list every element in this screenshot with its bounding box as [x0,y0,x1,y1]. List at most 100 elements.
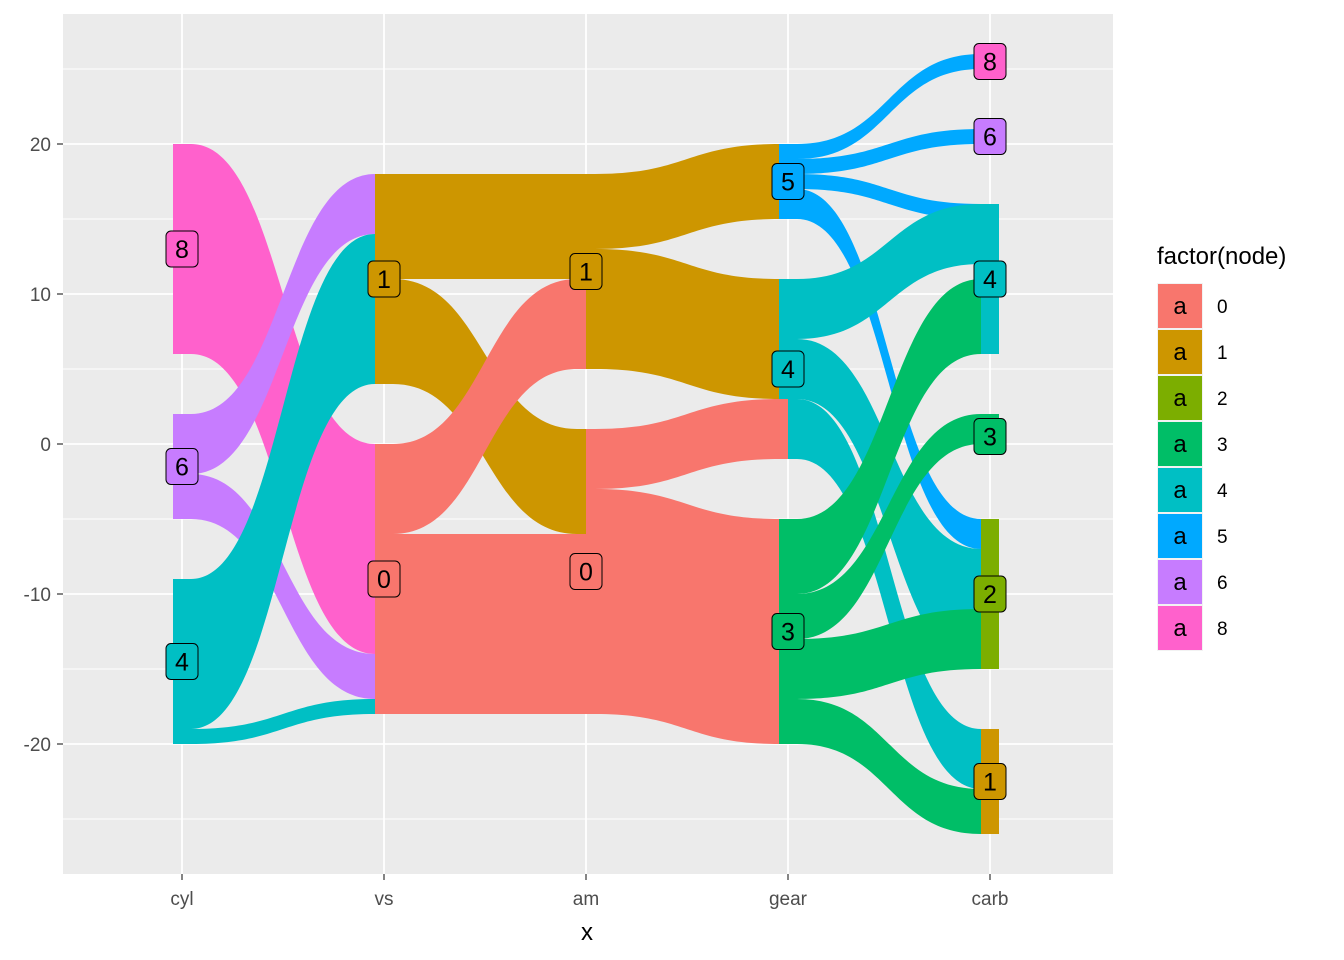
legend-label: 8 [1217,619,1228,640]
legend-label: 6 [1217,573,1228,594]
flow-band-am-gear [586,489,788,744]
legend-label: 1 [1217,343,1228,364]
node-label-box [973,763,1007,800]
node-label-text: 8 [983,49,997,77]
flow-band-gear-carb [788,699,990,834]
flow-band-gear-carb [788,189,990,549]
node-label-box [973,118,1007,155]
x-tick-label-am: am [573,889,599,910]
node-label-box [165,230,199,268]
node-label-text: 6 [175,454,189,482]
node-label-text: 4 [781,356,795,384]
flow-bands [182,54,990,834]
flow-band-gear-carb [788,174,990,219]
x-axis: cyl vs am gear carb [170,874,1008,910]
node-label-text: 1 [377,266,391,294]
flow-band-cyl-vs [182,699,384,744]
node-label-am-0: 0 [569,553,603,590]
legend-label: 5 [1217,527,1228,548]
node-label-box [771,613,805,650]
node-label-carb-4: 4 [973,260,1007,298]
node-label-box [165,448,199,485]
legend: factor(node) a 0a 1a 2a 3a 4a 5a 6a 8 [1157,243,1286,651]
node-label-box [367,260,401,298]
legend-key-swatch [1158,422,1202,466]
legend-key-swatch [1158,330,1202,374]
node-label-gear-3: 3 [771,613,805,650]
flow-band-gear-carb [788,399,990,789]
legend-key-swatch [1158,376,1202,420]
legend-key-swatch [1158,514,1202,558]
legend-key-swatch [1158,606,1202,650]
node-label-text: 3 [781,619,795,647]
legend-label: 4 [1217,481,1228,502]
node-label-box [973,260,1007,298]
flow-band-gear-carb [788,54,990,159]
node-label-carb-1: 1 [973,763,1007,800]
node-label-text: 4 [175,649,189,677]
legend-title: factor(node) [1157,243,1286,270]
node-label-text: 8 [175,236,189,264]
legend-key-swatch [1158,284,1202,328]
x-tick-label-gear: gear [769,889,808,910]
node-label-vs-0: 0 [367,560,401,598]
flow-band-gear-carb [788,279,990,594]
y-tick-label: 10 [30,285,51,306]
node-label-carb-3: 3 [973,418,1007,455]
flow-band-gear-carb [788,609,990,699]
node-label-cyl-6: 6 [165,448,199,485]
legend-key-letter: a [1173,293,1187,320]
legend-key-swatch [1158,468,1202,512]
legend-label: 0 [1217,297,1228,318]
y-tick-label: -10 [24,585,51,606]
node-label-text: 6 [983,124,997,152]
node-label-text: 1 [983,769,997,797]
flow-band-vs-am [384,279,586,534]
y-tick-label: 0 [40,435,51,456]
flow-band-am-gear [586,399,788,489]
legend-key-letter: a [1173,523,1187,550]
node-label-box [165,643,199,680]
y-axis: 20 10 0 -10 -20 [24,135,63,756]
node-label-box [569,253,603,290]
flow-band-gear-carb [788,129,990,174]
node-label-box [367,560,401,598]
flow-band-cyl-vs [182,174,384,474]
node-label-text: 1 [579,259,593,287]
flow-band-am-gear [586,144,788,249]
x-tick-label-vs: vs [375,889,394,910]
node-label-text: 0 [377,566,391,594]
x-axis-title: x [581,919,593,946]
x-tick-label-carb: carb [972,889,1009,910]
x-tick-label-cyl: cyl [170,889,193,910]
legend-key-swatch [1158,560,1202,604]
flow-band-gear-carb [788,414,990,639]
node-label-gear-5: 5 [771,163,805,200]
legend-key-letter: a [1173,477,1187,504]
node-label-box [569,553,603,590]
flow-band-cyl-vs [182,144,384,654]
node-label-carb-8: 8 [973,43,1007,80]
flow-band-gear-carb [788,204,990,339]
node-label-text: 5 [781,169,795,197]
node-label-am-1: 1 [569,253,603,290]
y-tick-label: 20 [30,135,51,156]
node-label-box [973,43,1007,80]
legend-items: a 0a 1a 2a 3a 4a 5a 6a 8 [1157,283,1228,651]
flow-band-vs-am [384,174,586,279]
node-label-gear-4: 4 [771,350,805,388]
flow-band-am-gear [586,249,788,399]
node-label-box [973,575,1007,613]
node-label-cyl-4: 4 [165,643,199,680]
node-label-carb-6: 6 [973,118,1007,155]
node-label-text: 2 [983,581,997,609]
node-label-carb-2: 2 [973,575,1007,613]
